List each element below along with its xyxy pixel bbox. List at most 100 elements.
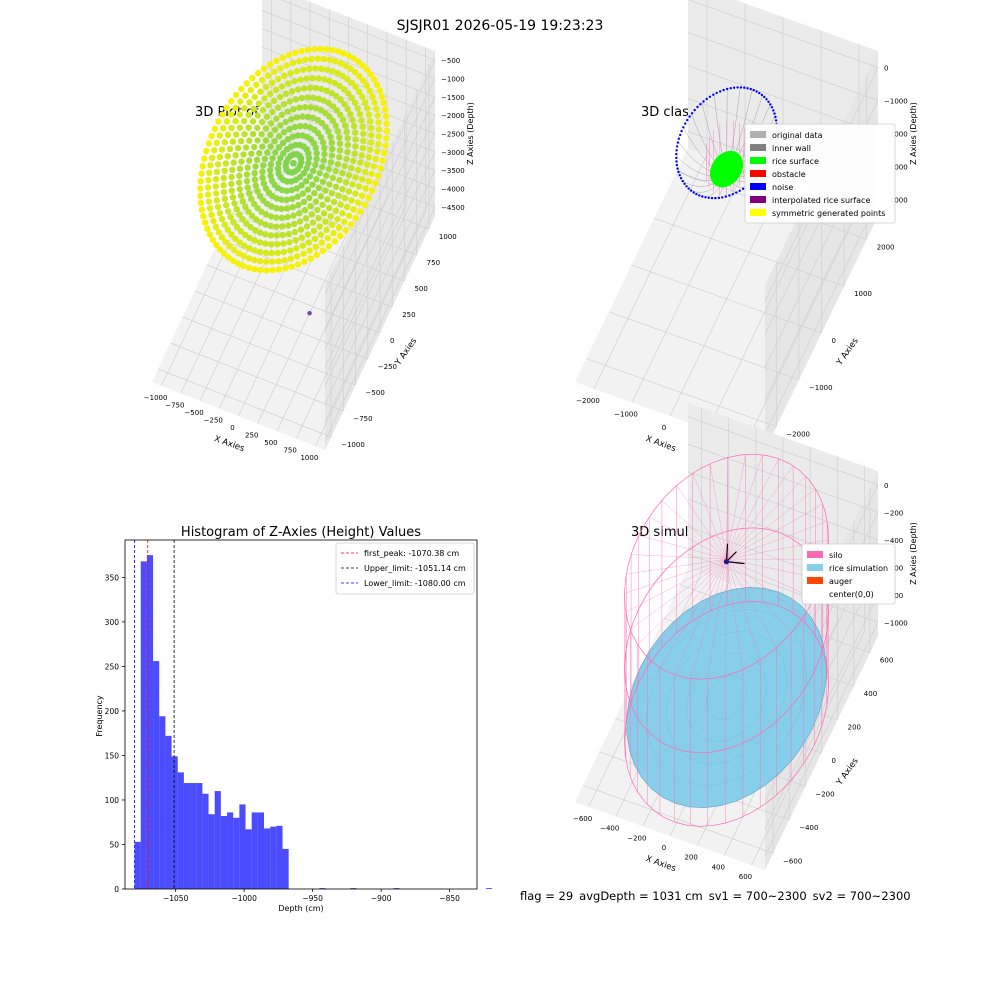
panel1-point	[273, 205, 280, 212]
panel1-point	[283, 62, 290, 69]
panel1-point	[326, 181, 333, 188]
panel1-point	[198, 170, 205, 177]
panel1-point	[317, 231, 325, 238]
panel1-point	[197, 192, 204, 199]
panel3-bar	[251, 812, 258, 889]
panel4-silo-roof-line	[626, 558, 727, 575]
panel1-point	[284, 213, 291, 221]
panel1-point	[257, 266, 264, 274]
panel1-point	[309, 114, 317, 122]
panel2-grid-z-back	[688, 0, 879, 68]
panel1-point	[289, 204, 296, 211]
panel1-point	[355, 58, 362, 65]
panel1-ztick-label: −1500	[441, 94, 465, 102]
panel3-bar	[165, 735, 172, 889]
panel1-xlabel: X Axies	[213, 434, 246, 454]
panel1-point	[329, 145, 336, 153]
panel4-xtick-label: −600	[573, 815, 592, 823]
panel1-point	[306, 173, 314, 180]
panel1-point	[328, 152, 336, 159]
panel1-point	[208, 132, 215, 140]
panel1-xtick-label: 250	[245, 432, 258, 440]
panel1-point	[321, 150, 328, 158]
panel1-ytick-label: 500	[414, 285, 427, 293]
panel2-legend-label: interpolated rice surface	[772, 196, 870, 205]
panel2-noise-point	[760, 93, 764, 97]
panel2-ytick-label: 2000	[877, 243, 895, 251]
panel1-point	[322, 218, 329, 225]
panel1-point	[205, 191, 212, 198]
panel1-point	[336, 134, 343, 141]
panel4-legend-swatch	[807, 590, 823, 597]
panel1-point	[312, 161, 319, 169]
panel1-point	[201, 155, 208, 162]
panel1-point	[325, 243, 333, 250]
panel1-point	[246, 234, 253, 242]
panel1-point	[336, 82, 343, 90]
panel1-ytick-label: 750	[427, 259, 440, 267]
panel1-point	[275, 144, 283, 151]
panel1-point	[280, 101, 288, 108]
panel1-point	[214, 161, 222, 168]
panel1-point	[259, 143, 266, 150]
panel4-ytick-label: −400	[799, 824, 818, 832]
panel1-point	[345, 90, 352, 97]
panel1-point	[375, 133, 382, 140]
panel2-xtick-label: −2000	[576, 397, 600, 405]
panel4-rice-mesh	[646, 609, 807, 786]
panel4-silo-roof-line	[709, 463, 727, 560]
panel1-point	[343, 128, 350, 135]
panel1-point	[327, 213, 334, 220]
panel2-legend-label: inner wall	[772, 144, 811, 153]
panel3-ytick-label: 300	[105, 618, 120, 627]
panel1-point	[381, 150, 388, 157]
panel1-point	[237, 192, 245, 199]
panel1-point	[349, 116, 356, 124]
panel4-silo-roof-line	[726, 457, 728, 560]
panel2-noise-point	[763, 95, 766, 99]
panel3-xtick-label: −1050	[163, 894, 189, 903]
panel1-point	[291, 123, 298, 131]
panel1-point	[237, 98, 244, 105]
panel4-silo-roof-line	[707, 559, 727, 679]
panel1-point	[267, 213, 275, 220]
panel1-point	[263, 113, 271, 120]
panel4-silo-roof-line	[649, 516, 727, 560]
panel1-point	[261, 95, 268, 102]
panel1-point	[257, 219, 264, 226]
panel1-point	[279, 223, 286, 230]
panel4-legend-label: auger	[829, 577, 853, 586]
panel1-point	[232, 117, 239, 125]
panel1-ztick-label: −4000	[441, 186, 465, 194]
panel1-point	[243, 80, 250, 87]
panel1-point	[363, 82, 370, 89]
panel2-noise-point	[729, 87, 732, 90]
panel1-point	[280, 129, 288, 136]
panel1-point	[235, 260, 242, 267]
panel1-point	[252, 182, 259, 189]
status-avg-depth: avgDepth = 1031 cm	[579, 889, 703, 903]
panel1-point	[283, 196, 290, 203]
panel1-point	[251, 176, 258, 183]
panel4-legend-swatch	[807, 577, 823, 584]
panel1-point	[316, 223, 323, 230]
panel3-bar	[202, 793, 209, 889]
panel1-point	[361, 201, 368, 208]
panel1-point	[246, 190, 253, 197]
panel1-point	[375, 172, 382, 179]
panel4-rice-mesh	[706, 675, 747, 720]
panel1-point	[326, 77, 333, 85]
panel1-point	[224, 226, 231, 233]
panel1-point	[262, 231, 269, 238]
panel1-point	[369, 93, 376, 100]
panel1-point	[254, 112, 261, 119]
panel1-point	[212, 183, 219, 190]
panel1-point	[361, 168, 369, 176]
panel1-grid-y	[194, 290, 368, 360]
panel1-point	[262, 221, 269, 228]
panel1-point	[326, 56, 333, 64]
panel1-point	[323, 66, 331, 73]
panel4-ytick-label: −600	[783, 857, 802, 865]
panel1-ytick-label: −500	[366, 389, 385, 397]
panel2-legend-swatch	[750, 196, 766, 203]
